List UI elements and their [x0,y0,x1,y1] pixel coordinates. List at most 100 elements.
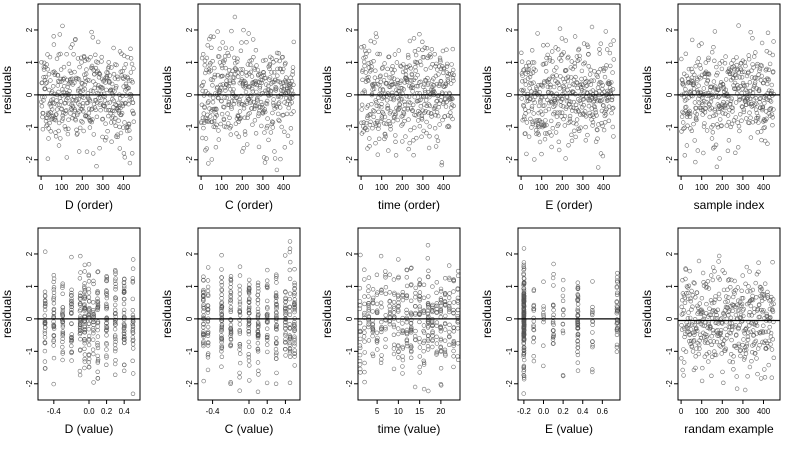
data-point [433,144,439,149]
data-point [122,297,127,302]
data-point [365,115,370,121]
data-point [756,260,761,265]
data-point [40,110,46,116]
data-point [430,284,435,289]
data-point [271,60,276,65]
data-point [112,333,118,338]
data-point [417,31,422,37]
data-point [614,317,620,322]
data-point [575,294,581,299]
data-point [560,312,566,318]
data-point [383,285,389,290]
data-point [95,327,100,333]
data-point [376,123,381,128]
data-point [739,301,745,307]
data-point [277,79,282,85]
x-axis-label: randam example [684,422,774,436]
data-point [219,303,225,309]
data-point [532,157,537,162]
data-point [413,68,418,73]
data-point [254,89,259,95]
data-point [362,310,367,316]
data-point [413,310,418,316]
data-point [58,136,63,141]
data-point [265,314,270,319]
y-axis-label: residuals [480,290,494,338]
data-point [750,287,755,293]
data-point [730,71,735,77]
data-point [722,103,727,108]
data-point [95,334,101,339]
data-point [86,364,92,370]
data-point [560,97,565,102]
data-point [724,123,729,128]
data-point [595,85,601,90]
data-point [91,308,96,313]
data-point [57,32,62,37]
data-point [205,319,211,324]
data-point [379,66,385,71]
data-point [215,29,220,34]
data-point [442,299,448,304]
data-point [366,74,371,80]
data-points [359,31,456,168]
data-point [569,138,575,144]
data-point [362,360,367,366]
data-point [418,62,424,68]
data-point [374,301,380,307]
data-point [396,331,401,337]
data-point [404,320,409,325]
data-point [243,80,249,86]
data-point [392,292,397,297]
data-point [421,295,427,300]
data-point [249,106,255,111]
data-point [543,118,548,123]
data-point [681,373,686,378]
data-point [551,283,556,288]
data-point [201,296,206,302]
data-point [82,308,87,313]
y-tick-label: -1 [25,347,34,355]
data-point [455,320,460,325]
data-point [575,349,580,355]
data-point [383,344,388,350]
data-point [253,47,259,53]
data-point [100,134,105,140]
data-point [692,72,697,78]
data-point [86,360,92,365]
data-point [714,339,720,345]
data-point [112,311,118,317]
data-point [689,37,695,43]
data-point [387,322,392,327]
data-points [199,14,296,173]
y-tick-label: 1 [665,284,674,289]
data-point [54,56,60,61]
data-point [82,352,88,357]
data-point [228,317,233,322]
data-point [712,106,718,112]
data-point [438,57,443,63]
data-point [700,270,706,276]
data-point [750,86,756,92]
data-point [391,332,397,337]
data-point [69,358,74,363]
data-point [722,105,728,111]
data-point [95,307,100,312]
data-point [266,137,271,143]
data-point [691,338,697,343]
data-point [383,275,388,280]
data-point [121,307,127,313]
data-point [696,96,701,101]
data-point [696,319,701,324]
data-point [213,124,218,130]
data-point [111,45,116,51]
data-point [742,69,747,75]
data-point [282,145,287,150]
data-point [417,370,422,375]
data-point [609,97,615,103]
data-point [731,354,736,359]
data-point [228,132,234,137]
data-point [370,125,375,131]
data-point [728,98,734,104]
data-point [392,52,398,57]
